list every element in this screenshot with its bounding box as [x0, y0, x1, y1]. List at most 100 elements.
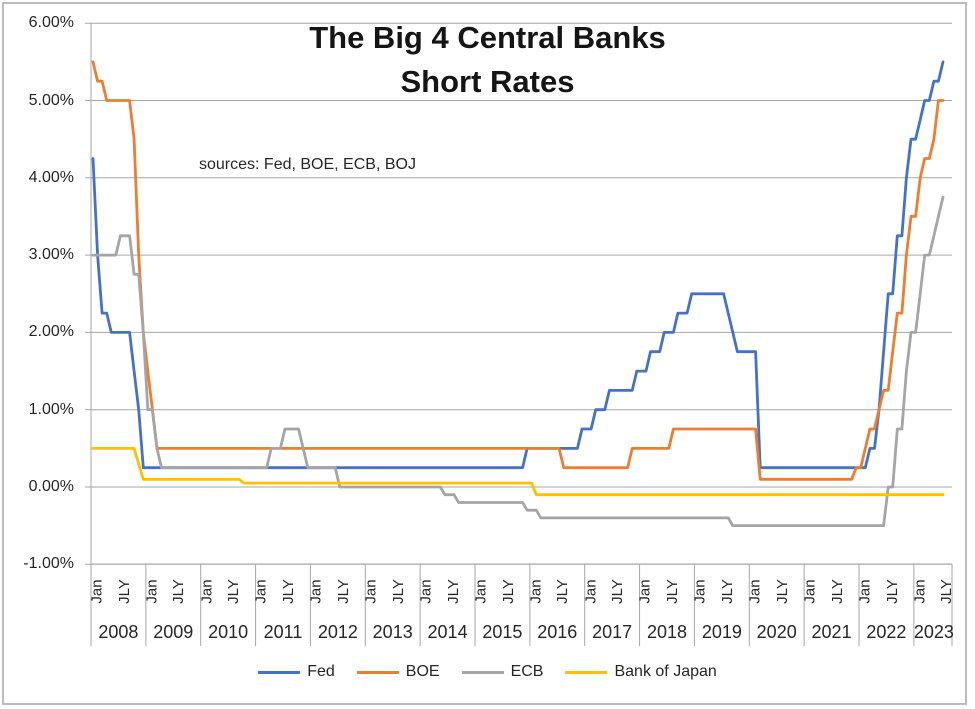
- x-axis-month-label: Jan: [527, 569, 545, 613]
- legend-line-swatch-boe: [356, 670, 399, 674]
- x-axis-month-label-text: JLY: [225, 578, 243, 604]
- y-axis-tick-label: -1.00%: [23, 555, 74, 573]
- x-axis-month-label: JLY: [609, 569, 627, 613]
- x-axis-year-label: 2022: [866, 622, 907, 642]
- x-axis-year-label: 2015: [482, 622, 523, 642]
- y-axis-tick-label: 0.00%: [28, 478, 74, 495]
- legend-label-fed: Fed: [307, 663, 335, 680]
- legend-item-ecb: ECB: [461, 663, 544, 681]
- legend-line-swatch-bank-of-japan: [565, 670, 608, 674]
- x-axis-month-label-text: JLY: [828, 578, 846, 604]
- x-axis-month-label-text: JLY: [664, 578, 682, 604]
- x-axis-year-label: 2011: [263, 622, 303, 642]
- x-axis-month-label: Jan: [801, 569, 819, 613]
- x-axis-month-label: JLY: [773, 569, 791, 613]
- x-axis-month-label-text: Jan: [801, 578, 819, 604]
- x-axis-month-label: JLY: [718, 569, 736, 613]
- legend-label-boe: BOE: [405, 663, 440, 680]
- x-axis-month-label: JLY: [116, 569, 133, 613]
- legend-item-bank-of-japan: Bank of Japan: [565, 663, 717, 681]
- x-axis-month-label: JLY: [664, 569, 682, 613]
- x-axis-month-label: JLY: [499, 569, 517, 613]
- x-axis-month-label: Jan: [856, 569, 874, 613]
- x-axis-month-label-text: JLY: [389, 578, 407, 604]
- x-axis-year-label: 2023: [913, 622, 954, 642]
- x-axis-month-label-text: Jan: [362, 578, 380, 604]
- x-axis-month-label: JLY: [225, 569, 243, 613]
- x-axis-month-label: JLY: [389, 569, 407, 613]
- x-axis-month-label-text: JLY: [938, 578, 956, 604]
- x-axis-month-label-text: Jan: [527, 578, 545, 604]
- series-line-boe: [91, 60, 945, 481]
- x-axis-month-label: JLY: [170, 569, 188, 613]
- x-axis-month-label-text: JLY: [170, 578, 188, 604]
- x-axis-month-label: Jan: [582, 569, 600, 613]
- x-axis-month-label-text: Jan: [911, 578, 929, 604]
- legend-label-ecb: ECB: [510, 663, 544, 680]
- x-axis-month-label: Jan: [472, 569, 490, 613]
- x-axis-month-label: Jan: [89, 569, 106, 613]
- x-axis-month-label-text: JLY: [718, 578, 736, 604]
- x-axis-month-label-text: JLY: [499, 578, 517, 604]
- x-axis-month-label: Jan: [417, 569, 435, 613]
- x-axis-month-label-text: Jan: [198, 578, 216, 604]
- x-axis-year-label: 2012: [317, 622, 358, 642]
- chart-subtitle: Short Rates: [400, 64, 575, 99]
- x-axis-month-label-text: Jan: [472, 578, 490, 604]
- x-axis-year-label: 2017: [592, 622, 633, 642]
- x-axis-year-label: 2020: [756, 622, 797, 642]
- x-axis-month-label-text: Jan: [417, 578, 435, 604]
- x-axis-month-label-text: Jan: [253, 578, 271, 604]
- x-axis-month-label-text: JLY: [773, 578, 791, 604]
- x-axis-month-label: JLY: [938, 569, 956, 613]
- x-axis-month-label: Jan: [637, 569, 655, 613]
- x-axis-year-label: 2009: [153, 622, 194, 642]
- x-axis-month-label: JLY: [554, 569, 572, 613]
- x-axis-month-label-text: Jan: [746, 578, 764, 604]
- x-axis-month-label: Jan: [362, 569, 380, 613]
- x-axis-year-label: 2010: [208, 622, 249, 642]
- x-axis-year-label: 2019: [701, 622, 742, 642]
- sources-annotation: sources: Fed, BOE, ECB, BOJ: [199, 156, 416, 173]
- x-axis-month-label-text: Jan: [856, 578, 874, 604]
- x-axis-year-label: 2016: [537, 622, 578, 642]
- x-axis-month-label: Jan: [198, 569, 216, 613]
- x-axis-month-label-text: Jan: [637, 578, 655, 604]
- series-line-bank-of-japan: [91, 446, 945, 497]
- x-axis-month-label: Jan: [308, 569, 325, 613]
- x-axis-month-label-text: Jan: [582, 578, 600, 604]
- x-axis-month-label-text: Jan: [143, 578, 161, 604]
- x-axis-month-label-text: JLY: [280, 578, 298, 604]
- y-axis-tick-label: 5.00%: [28, 91, 74, 109]
- x-axis-year-label: 2021: [811, 622, 852, 642]
- series-line-ecb: [91, 195, 945, 527]
- chart-title: The Big 4 Central Banks: [309, 20, 666, 55]
- legend-line-swatch-ecb: [461, 670, 504, 674]
- legend-item-fed: Fed: [258, 663, 335, 681]
- y-axis-tick-label: 6.00%: [28, 14, 74, 32]
- y-axis-tick-label: 2.00%: [28, 323, 74, 341]
- y-axis-tick-label: 4.00%: [28, 168, 74, 186]
- legend-label-bank-of-japan: Bank of Japan: [614, 663, 717, 680]
- x-axis-month-label: JLY: [883, 569, 901, 613]
- x-axis-month-label: Jan: [253, 569, 271, 613]
- x-axis-month-label-text: JLY: [554, 578, 572, 604]
- x-axis-month-label: JLY: [335, 569, 352, 613]
- x-axis-month-label: Jan: [691, 569, 709, 613]
- x-axis-year-label: 2014: [427, 622, 468, 642]
- x-axis-month-label: JLY: [280, 569, 298, 613]
- x-axis-year-label: 2008: [98, 622, 139, 642]
- y-axis-tick-label: 1.00%: [28, 400, 74, 418]
- x-axis-month-label-text: JLY: [883, 578, 901, 604]
- series-line-fed: [91, 60, 945, 470]
- x-axis-month-label-text: Jan: [691, 578, 709, 604]
- x-axis-month-label: Jan: [746, 569, 764, 613]
- legend-line-swatch-fed: [258, 670, 301, 674]
- x-axis-month-label: JLY: [444, 569, 462, 613]
- x-axis-month-label: Jan: [911, 569, 929, 613]
- x-axis-year-label: 2013: [372, 622, 413, 642]
- x-axis-month-label-text: JLY: [609, 578, 627, 604]
- x-axis-month-label-text: JLY: [444, 578, 462, 604]
